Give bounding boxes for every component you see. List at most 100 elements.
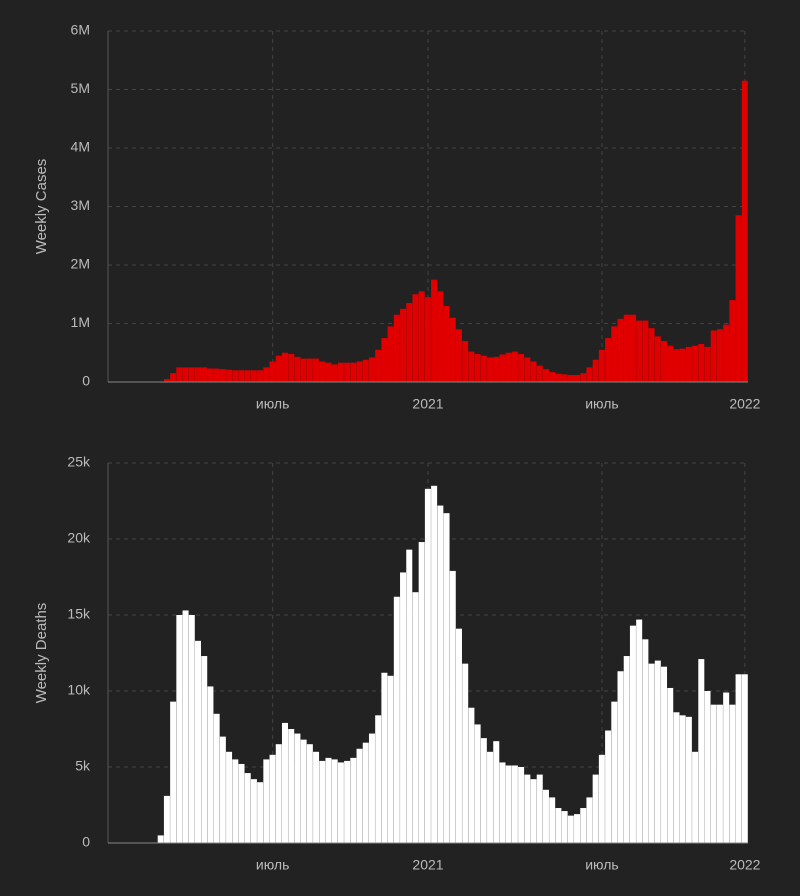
bar xyxy=(586,797,593,843)
bar xyxy=(605,730,612,843)
bar xyxy=(400,572,407,843)
bar xyxy=(443,513,450,843)
bar xyxy=(157,835,164,843)
bar xyxy=(244,370,251,382)
bar xyxy=(710,330,717,382)
bar xyxy=(393,314,400,382)
bar xyxy=(629,314,636,382)
bar xyxy=(244,773,251,843)
bar xyxy=(176,615,183,843)
bar xyxy=(381,338,388,382)
y-tick-label: 1M xyxy=(71,314,90,330)
bar xyxy=(207,368,214,382)
bar xyxy=(275,744,282,843)
bar xyxy=(493,356,500,382)
bar xyxy=(406,549,413,843)
y-tick-label: 0 xyxy=(82,373,90,389)
y-tick-label: 20k xyxy=(67,530,91,546)
bar xyxy=(163,795,170,843)
bar xyxy=(524,357,531,382)
bar xyxy=(170,373,177,382)
bar xyxy=(232,759,239,843)
bar xyxy=(387,675,394,843)
bar xyxy=(673,349,680,382)
bar xyxy=(250,779,257,843)
bar xyxy=(325,362,332,382)
bar xyxy=(493,741,500,843)
bar xyxy=(542,789,549,843)
bar xyxy=(437,505,444,843)
bar xyxy=(393,596,400,843)
bar xyxy=(275,355,282,382)
bar xyxy=(350,362,357,382)
bar xyxy=(319,361,326,382)
bar xyxy=(685,346,692,382)
y-tick-label: 15k xyxy=(67,606,91,622)
bar xyxy=(449,317,456,382)
bar xyxy=(313,358,320,382)
bar xyxy=(257,370,264,382)
bar xyxy=(580,373,587,382)
x-tick-label: июль xyxy=(585,396,618,412)
bar xyxy=(263,367,270,382)
bar xyxy=(729,704,736,843)
bar xyxy=(605,338,612,382)
y-axis-title: Weekly Deaths xyxy=(33,603,50,704)
bar xyxy=(468,707,475,843)
bar xyxy=(313,751,320,843)
bar xyxy=(356,748,363,843)
bar xyxy=(698,659,705,843)
bar xyxy=(375,349,382,382)
bar xyxy=(648,663,655,843)
bar xyxy=(294,356,301,382)
bar xyxy=(269,754,276,843)
x-tick-label: 2021 xyxy=(412,857,443,873)
bar xyxy=(673,712,680,843)
bar xyxy=(306,358,313,382)
y-tick-label: 5k xyxy=(75,758,91,774)
bar xyxy=(362,742,369,843)
bar xyxy=(362,359,369,382)
bar xyxy=(238,763,245,843)
bar xyxy=(642,639,649,843)
bar xyxy=(344,362,351,382)
bar xyxy=(474,724,481,843)
bar xyxy=(629,625,636,843)
bar xyxy=(642,320,649,382)
bar xyxy=(170,701,177,843)
bar xyxy=(636,320,643,382)
bar xyxy=(549,372,556,382)
bar xyxy=(418,291,425,382)
bar xyxy=(288,353,295,382)
bar xyxy=(586,367,593,382)
bar xyxy=(176,367,183,382)
bar xyxy=(468,351,475,382)
bar xyxy=(555,808,562,843)
bar xyxy=(219,736,226,843)
bar xyxy=(337,762,344,843)
bar xyxy=(524,774,531,843)
bar xyxy=(723,692,730,843)
bar xyxy=(350,757,357,843)
y-tick-label: 6M xyxy=(71,22,90,38)
bar xyxy=(511,765,518,843)
bar xyxy=(412,592,419,843)
bar xyxy=(281,352,288,382)
bar xyxy=(443,305,450,382)
bar xyxy=(263,759,270,843)
bar xyxy=(188,367,195,382)
bar xyxy=(611,326,618,382)
bar xyxy=(592,359,599,382)
bar xyxy=(331,364,338,382)
bar xyxy=(536,774,543,843)
x-tick-label: 2022 xyxy=(729,396,760,412)
bar xyxy=(182,367,189,382)
x-tick-label: июль xyxy=(256,396,289,412)
bar xyxy=(387,326,394,382)
x-tick-label: июль xyxy=(585,857,618,873)
bar xyxy=(654,660,661,843)
bar xyxy=(667,687,674,843)
y-tick-label: 3M xyxy=(71,197,90,213)
bar xyxy=(661,341,668,382)
bar xyxy=(163,379,170,382)
